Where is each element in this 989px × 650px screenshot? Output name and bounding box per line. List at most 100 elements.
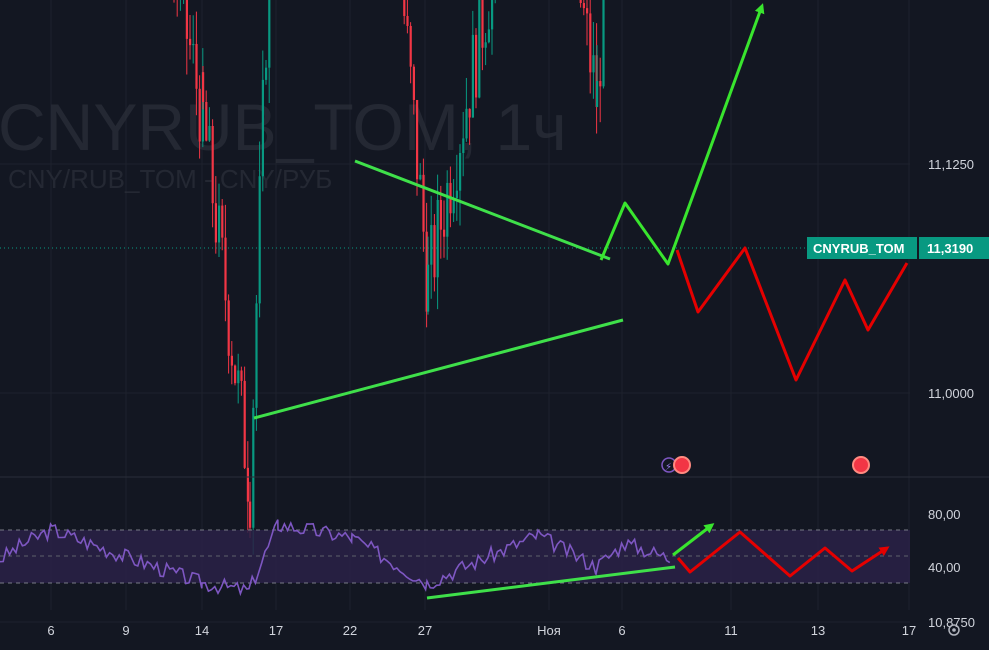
red-dot-event-icon[interactable] xyxy=(852,456,870,474)
time-tick-label: 6 xyxy=(618,623,625,638)
candle-body xyxy=(205,101,208,141)
candle-body xyxy=(471,34,474,118)
candle-body xyxy=(198,88,201,142)
candle-body xyxy=(443,229,446,237)
candle-body xyxy=(258,176,261,304)
candle-body xyxy=(224,237,227,301)
rsi-tick-label: 40,00 xyxy=(928,560,961,575)
time-tick-label: 13 xyxy=(811,623,825,638)
candle-body xyxy=(240,370,243,381)
watermark-title: CNYRUB_TOM, 1ч xyxy=(0,90,567,164)
candle-body xyxy=(430,225,433,265)
rsi-divergence-line[interactable] xyxy=(426,565,676,600)
watermark-subtitle: CNY/RUB_TOM - CNY/РУБ xyxy=(8,164,332,194)
bullish-projection-path[interactable] xyxy=(599,3,765,266)
candle-body xyxy=(602,0,605,87)
candle-body xyxy=(599,81,602,87)
candle-body xyxy=(468,108,471,118)
candle-body xyxy=(582,3,585,9)
time-tick-label: 17 xyxy=(902,623,916,638)
candle-body xyxy=(230,355,233,366)
upper-trendline[interactable] xyxy=(354,159,611,261)
rsi-line xyxy=(0,519,671,597)
candle-body xyxy=(491,0,494,30)
candle-body xyxy=(462,138,465,153)
candle-body xyxy=(218,205,221,243)
candle-body xyxy=(422,174,425,232)
symbol-badge-label: CNYRUB_TOM xyxy=(813,241,905,256)
candle-body xyxy=(192,43,195,46)
candle-body xyxy=(234,365,237,384)
candle-body xyxy=(439,199,442,230)
red-dot-event-icon[interactable] xyxy=(673,456,691,474)
candle-body xyxy=(237,370,240,384)
event-markers: ⚡ xyxy=(661,456,870,474)
candle-body xyxy=(243,380,246,468)
candle-body xyxy=(455,190,458,199)
candle-body xyxy=(446,182,449,237)
lightning-glyph: ⚡ xyxy=(665,462,672,473)
candle-body xyxy=(195,43,198,89)
candle-body xyxy=(261,79,264,177)
time-tick-label: 27 xyxy=(418,623,432,638)
rsi-axis[interactable]: 80,00 40,00 xyxy=(928,507,961,575)
time-tick-label: 6 xyxy=(47,623,54,638)
candle-body xyxy=(481,0,484,48)
symbol-badge xyxy=(807,237,917,259)
candle-body xyxy=(452,198,455,214)
candle-body xyxy=(249,501,252,528)
candle-body xyxy=(596,81,599,107)
candle-body xyxy=(436,199,439,278)
price-tick-label: 11,1250 xyxy=(928,157,974,172)
candle-body xyxy=(412,66,415,100)
time-tick-label: 22 xyxy=(343,623,357,638)
candle-body xyxy=(221,205,224,238)
lower-trendline[interactable] xyxy=(253,318,624,420)
candle-body xyxy=(427,264,430,312)
rsi-bullish-arrow[interactable] xyxy=(672,523,715,557)
settings-gear-icon[interactable] xyxy=(948,624,960,636)
candle-body xyxy=(475,34,478,98)
time-tick-label: 14 xyxy=(195,623,209,638)
candle-body xyxy=(406,15,409,26)
candle-body xyxy=(255,303,258,408)
candle-body xyxy=(592,55,595,73)
rsi-tick-label: 80,00 xyxy=(928,507,961,522)
candle-body xyxy=(459,152,462,191)
price-badge-value: 11,3190 xyxy=(927,241,973,256)
bearish-projection-path[interactable] xyxy=(675,246,909,382)
price-tick-label: 10,8750 xyxy=(928,615,975,630)
candle-body xyxy=(484,42,487,48)
candle-body xyxy=(214,203,217,243)
candle-body xyxy=(419,174,422,180)
candle-body xyxy=(227,300,230,356)
candle-body xyxy=(478,0,481,98)
candle-body xyxy=(189,38,192,46)
candle-body xyxy=(433,225,436,278)
candle-body xyxy=(416,99,419,180)
price-axis[interactable]: 11,750011,625011,500011,375011,250011,12… xyxy=(928,0,975,630)
time-axis[interactable]: 6 9 14 17 22 27 Ноя 6 11 13 17 xyxy=(47,623,916,638)
candle-body xyxy=(579,0,582,4)
candle-body xyxy=(465,108,468,139)
time-tick-label: 11 xyxy=(724,623,738,638)
candle-body xyxy=(202,72,205,102)
candle-body xyxy=(409,25,412,67)
candle-body xyxy=(252,407,255,528)
candle-body xyxy=(425,231,428,312)
price-badge xyxy=(919,237,989,259)
candle-body xyxy=(211,126,214,204)
candle-body xyxy=(403,0,406,16)
time-tick-label: 9 xyxy=(122,623,129,638)
candle-body xyxy=(185,0,188,39)
rsi-projection-path[interactable] xyxy=(676,530,890,578)
candle-body xyxy=(265,67,268,80)
time-tick-label: Ноя xyxy=(537,623,561,638)
grid-lines xyxy=(0,0,910,623)
candle-body xyxy=(268,0,271,68)
price-tick-label: 11,0000 xyxy=(928,386,974,401)
candle-body xyxy=(586,8,589,14)
candle-body xyxy=(208,126,211,141)
candle-body xyxy=(589,13,592,73)
